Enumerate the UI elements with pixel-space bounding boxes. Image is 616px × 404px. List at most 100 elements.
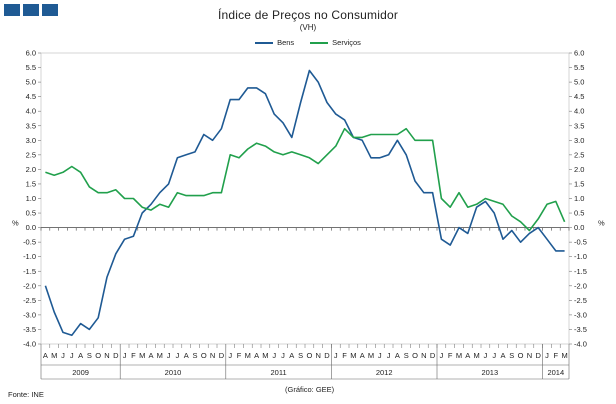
y-tick-label-left: -1.0: [23, 252, 36, 261]
legend-label-bens: Bens: [277, 38, 295, 47]
y-tick-label-left: 2.5: [26, 150, 36, 159]
x-month-label: S: [509, 351, 514, 360]
x-month-label: S: [87, 351, 92, 360]
x-month-label: J: [61, 351, 65, 360]
y-tick-label-left: -2.5: [23, 296, 36, 305]
x-month-label: F: [448, 351, 453, 360]
x-month-label: M: [51, 351, 57, 360]
y-tick-label-left: 5.0: [26, 78, 36, 87]
x-month-label: J: [70, 351, 74, 360]
x-month-label: A: [289, 351, 294, 360]
y-tick-label-right: 2.5: [574, 150, 584, 159]
x-month-label: F: [237, 351, 242, 360]
x-year-label: 2013: [481, 368, 498, 377]
y-tick-label-left: -3.5: [23, 325, 36, 334]
y-tick-label-left: 5.5: [26, 63, 36, 72]
y-tick-label-right: -0.5: [574, 238, 587, 247]
y-axis-label-right: %: [598, 219, 605, 228]
x-month-label: M: [350, 351, 356, 360]
chart-title: Índice de Preços no Consumidor: [217, 8, 399, 22]
y-tick-label-left: 4.0: [26, 107, 36, 116]
y-tick-label-left: -3.0: [23, 310, 36, 319]
x-month-label: J: [378, 351, 382, 360]
y-tick-label-right: 5.0: [574, 78, 584, 87]
x-month-label: F: [131, 351, 136, 360]
x-month-label: M: [262, 351, 268, 360]
y-tick-label-right: -2.0: [574, 281, 587, 290]
y-tick-label-right: -1.0: [574, 252, 587, 261]
y-tick-label-right: 5.5: [574, 63, 584, 72]
y-tick-label-left: 2.0: [26, 165, 36, 174]
x-month-label: N: [527, 351, 532, 360]
y-tick-label-right: -3.5: [574, 325, 587, 334]
x-month-label: J: [440, 351, 444, 360]
y-tick-label-left: 6.0: [26, 49, 36, 58]
y-tick-label-right: -4.0: [574, 340, 587, 349]
x-month-label: O: [201, 351, 207, 360]
x-month-label: A: [360, 351, 365, 360]
x-month-label: A: [78, 351, 83, 360]
plot-frame: [40, 52, 570, 345]
graph-source: (Gráfico: GEE): [285, 385, 335, 394]
y-tick-label-right: 0.0: [574, 223, 584, 232]
x-month-label: M: [368, 351, 374, 360]
y-tick-label-right: 2.0: [574, 165, 584, 174]
x-month-label: S: [404, 351, 409, 360]
x-month-label: O: [412, 351, 418, 360]
y-tick-label-left: 1.5: [26, 179, 36, 188]
y-tick-label-right: -3.0: [574, 310, 587, 319]
x-month-label: J: [334, 351, 338, 360]
x-month-label: D: [113, 351, 119, 360]
y-tick-label-left: 3.0: [26, 136, 36, 145]
data-source: Fonte: INE: [8, 390, 44, 399]
y-tick-label-left: 3.5: [26, 121, 36, 130]
y-tick-label-left: -4.0: [23, 340, 36, 349]
y-tick-label-right: -1.5: [574, 267, 587, 276]
x-month-label: J: [484, 351, 488, 360]
x-month-label: F: [554, 351, 559, 360]
y-tick-label-left: -1.5: [23, 267, 36, 276]
y-tick-label-right: 4.5: [574, 92, 584, 101]
x-month-label: A: [43, 351, 48, 360]
gee-logo: [4, 4, 58, 16]
x-month-label: N: [315, 351, 320, 360]
x-month-label: M: [456, 351, 462, 360]
series-line-bens: [44, 69, 565, 337]
y-tick-label-right: 0.5: [574, 209, 584, 218]
y-tick-label-right: 6.0: [574, 49, 584, 58]
x-year-label: 2010: [165, 368, 182, 377]
x-month-label: A: [465, 351, 470, 360]
x-month-label: J: [176, 351, 180, 360]
x-month-label: O: [95, 351, 101, 360]
y-tick-label-left: -0.5: [23, 238, 36, 247]
x-month-label: J: [387, 351, 391, 360]
x-month-label: O: [518, 351, 524, 360]
y-tick-label-right: 1.5: [574, 179, 584, 188]
x-month-label: D: [324, 351, 330, 360]
x-month-label: J: [123, 351, 127, 360]
legend-swatch-servicos: [310, 41, 329, 44]
x-month-label: J: [545, 351, 549, 360]
legend-label-servicos: Serviços: [332, 38, 361, 47]
x-month-label: J: [281, 351, 285, 360]
x-month-label: D: [535, 351, 541, 360]
x-month-label: D: [219, 351, 225, 360]
x-month-label: A: [395, 351, 400, 360]
x-month-label: F: [342, 351, 347, 360]
x-month-label: A: [148, 351, 153, 360]
y-tick-label-right: -2.5: [574, 296, 587, 305]
x-year-label: 2012: [376, 368, 393, 377]
chart-subtitle: (VH): [299, 23, 317, 32]
x-month-label: J: [167, 351, 171, 360]
x-month-label: A: [254, 351, 259, 360]
y-tick-label-left: 4.5: [26, 92, 36, 101]
x-month-label: J: [272, 351, 276, 360]
x-month-label: M: [245, 351, 251, 360]
x-month-label: J: [492, 351, 496, 360]
y-tick-label-right: 1.0: [574, 194, 584, 203]
x-month-label: M: [473, 351, 479, 360]
x-month-label: M: [139, 351, 145, 360]
x-month-label: N: [104, 351, 109, 360]
x-month-label: M: [561, 351, 567, 360]
